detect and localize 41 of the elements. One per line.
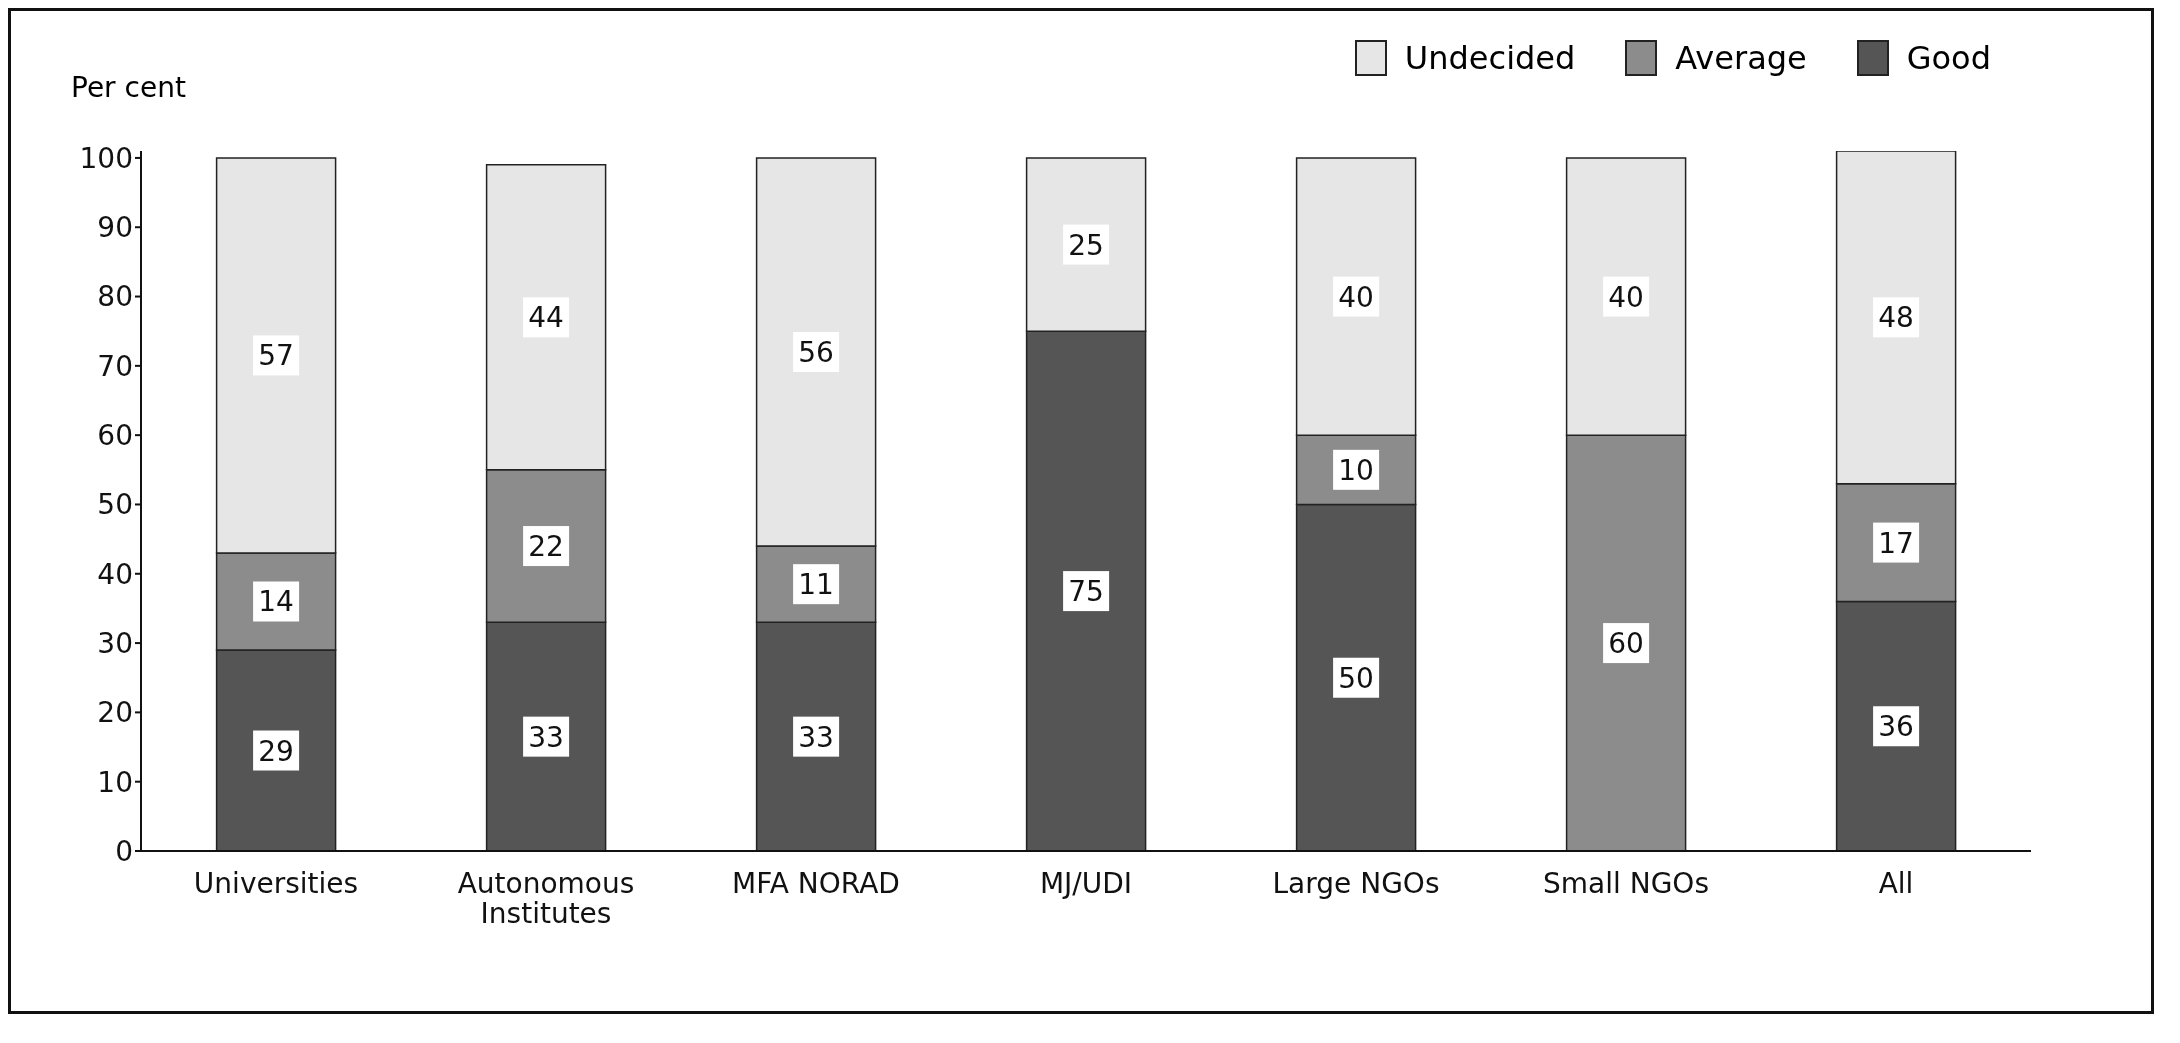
data-label: 17 xyxy=(1878,526,1914,560)
data-label: 33 xyxy=(528,720,564,754)
y-tick-label: 20 xyxy=(97,696,133,730)
x-tick-label: Autonomous Institutes xyxy=(457,867,635,930)
data-label: 11 xyxy=(798,568,834,602)
data-label: 10 xyxy=(1338,453,1374,487)
x-tick-label: All xyxy=(1878,867,1914,900)
data-label: 25 xyxy=(1068,228,1104,262)
y-tick-label: 40 xyxy=(97,557,133,591)
data-label: 57 xyxy=(258,339,294,373)
data-label: 40 xyxy=(1338,280,1374,314)
data-label: 48 xyxy=(1878,301,1914,335)
data-label: 75 xyxy=(1068,575,1104,609)
x-tick-label: Small NGOs xyxy=(1543,867,1709,900)
data-label: 22 xyxy=(528,530,564,564)
legend-label: Undecided xyxy=(1404,39,1576,77)
data-label: 40 xyxy=(1608,280,1644,314)
y-tick-label: 60 xyxy=(97,419,133,453)
data-label: 44 xyxy=(528,301,564,335)
x-tick-label: Universities xyxy=(193,867,359,900)
data-label: 60 xyxy=(1608,627,1644,661)
data-label: 56 xyxy=(798,335,834,369)
y-tick-label: 90 xyxy=(97,211,133,245)
x-tick-label: MJ/UDI xyxy=(1039,867,1133,900)
legend-label: Average xyxy=(1675,39,1807,77)
data-label: 36 xyxy=(1878,710,1914,744)
y-axis-title: Per cent xyxy=(71,71,186,104)
y-tick-label: 70 xyxy=(97,349,133,383)
data-label: 33 xyxy=(798,720,834,754)
data-label: 50 xyxy=(1338,661,1374,695)
data-label: 29 xyxy=(258,734,294,768)
y-tick-label: 10 xyxy=(97,765,133,799)
y-tick-label: 0 xyxy=(115,834,133,868)
x-tick-label: Large NGOs xyxy=(1272,867,1440,900)
legend-label: Good xyxy=(1906,39,1991,77)
y-tick-label: 100 xyxy=(79,141,133,175)
y-tick-label: 30 xyxy=(97,627,133,661)
x-tick-label: MFA NORAD xyxy=(732,867,900,900)
data-label: 14 xyxy=(258,585,294,619)
y-tick-label: 50 xyxy=(97,488,133,522)
y-tick-label: 80 xyxy=(97,280,133,314)
